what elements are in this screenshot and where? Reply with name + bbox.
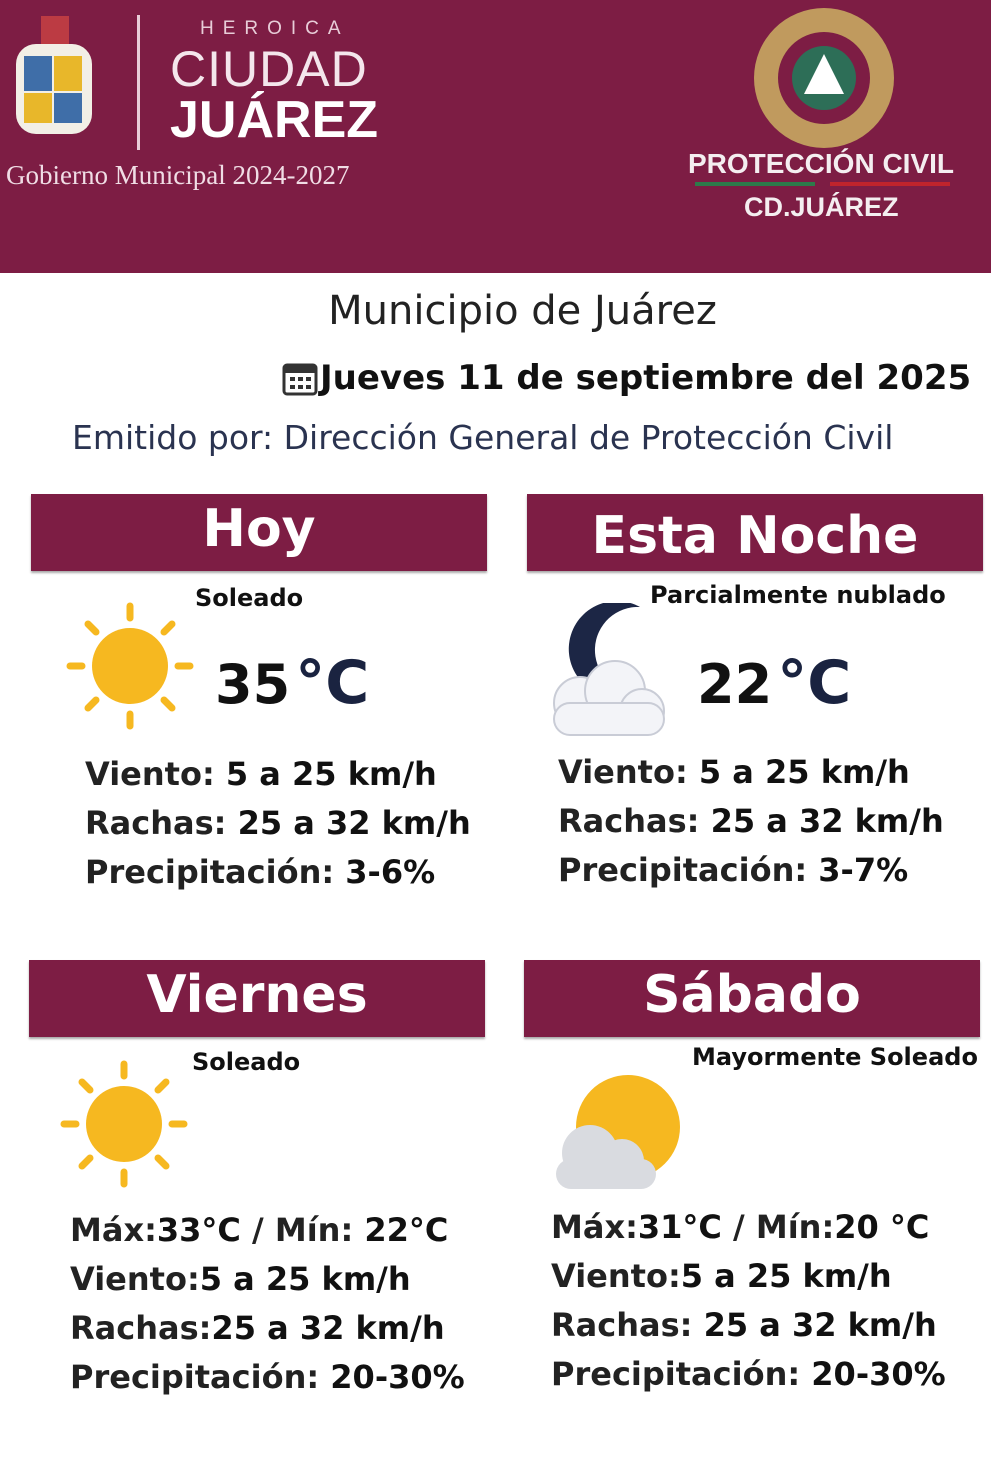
label: Máx: — [70, 1211, 157, 1249]
precip-value: 20-30% — [811, 1355, 946, 1393]
label: Rachas: — [551, 1306, 693, 1344]
coat-of-arms-logo — [16, 16, 92, 134]
wind-value: 5 a 25 km/h — [199, 1260, 411, 1298]
label: Precipitación: — [70, 1358, 320, 1396]
min-value: 22°C — [364, 1211, 449, 1249]
date-line: Jueves 11 de septiembre del 2025 — [282, 358, 971, 398]
temp-unit: °C — [777, 648, 852, 718]
juarez-text: JUÁREZ — [170, 91, 379, 149]
details-sabado: Máx:31°C / Mín:20 °C Viento:5 a 25 km/h … — [551, 1203, 946, 1399]
details-hoy: Viento: 5 a 25 km/h Rachas: 25 a 32 km/h… — [85, 750, 471, 897]
temp-esta-noche: 22 °C — [697, 648, 851, 718]
condition-esta-noche: Parcialmente nublado — [650, 581, 946, 609]
min-value: 20 °C — [834, 1208, 930, 1246]
ciudad-text: CIUDAD — [170, 41, 368, 97]
label: Rachas: — [85, 804, 227, 842]
wind-value: 5 a 25 km/h — [698, 753, 910, 791]
temp-value: 22 — [697, 653, 773, 716]
wind-value: 5 a 25 km/h — [680, 1257, 892, 1295]
temp-hoy: 35 °C — [215, 648, 369, 718]
precip-value: 3-6% — [345, 853, 436, 891]
date-text: Jueves 11 de septiembre del 2025 — [320, 358, 972, 398]
label: Máx: — [551, 1208, 638, 1246]
label: Precipitación: — [551, 1355, 801, 1393]
max-value: 33°C — [156, 1211, 241, 1249]
red-stripe — [830, 182, 950, 186]
label: Viento: — [70, 1260, 200, 1298]
moon-cloud-icon — [553, 603, 665, 736]
label: Viento: — [85, 755, 215, 793]
page-title: Municipio de Juárez — [328, 288, 717, 334]
label: Viento: — [551, 1257, 681, 1295]
condition-hoy: Soleado — [195, 584, 304, 612]
label: Rachas: — [70, 1309, 212, 1347]
proteccion-civil-text: PROTECCIÓN CIVIL — [688, 148, 955, 179]
label: Precipitación: — [85, 853, 335, 891]
green-stripe — [695, 182, 815, 186]
cd-juarez-text: CD.JUÁREZ — [744, 192, 899, 222]
temp-value: 35 — [215, 653, 291, 716]
temp-unit: °C — [295, 648, 370, 718]
label: / Mín: — [721, 1208, 835, 1246]
divider — [137, 15, 140, 150]
wind-value: 5 a 25 km/h — [225, 755, 437, 793]
details-esta-noche: Viento: 5 a 25 km/h Rachas: 25 a 32 km/h… — [558, 748, 944, 895]
gust-value: 25 a 32 km/h — [710, 802, 944, 840]
sun-icon — [66, 602, 194, 730]
banner-viernes: Viernes — [29, 960, 485, 1037]
details-viernes: Máx:33°C / Mín: 22°C Viento:5 a 25 km/h … — [70, 1206, 465, 1402]
heroica-text: HEROICA — [200, 18, 350, 39]
proteccion-civil-logo — [754, 8, 894, 148]
sun-icon — [60, 1060, 188, 1188]
label: Viento: — [558, 753, 688, 791]
condition-viernes: Soleado — [192, 1048, 301, 1076]
banner-hoy: Hoy — [31, 494, 487, 571]
gust-value: 25 a 32 km/h — [237, 804, 471, 842]
header-banner: HEROICA CIUDAD JUÁREZ Gobierno Municipal… — [0, 0, 991, 273]
calendar-icon — [282, 363, 318, 396]
label: Rachas: — [558, 802, 700, 840]
label: / Mín: — [240, 1211, 354, 1249]
banner-sabado: Sábado — [524, 960, 980, 1037]
label: Precipitación: — [558, 851, 808, 889]
sun-cloud-icon — [556, 1075, 680, 1189]
precip-value: 3-7% — [818, 851, 909, 889]
gobierno-text: Gobierno Municipal 2024-2027 — [6, 160, 350, 190]
max-value: 31°C — [637, 1208, 722, 1246]
gust-value: 25 a 32 km/h — [211, 1309, 445, 1347]
gust-value: 25 a 32 km/h — [703, 1306, 937, 1344]
issued-by: Emitido por: Dirección General de Protec… — [72, 418, 894, 457]
precip-value: 20-30% — [330, 1358, 465, 1396]
banner-esta-noche: Esta Noche — [527, 494, 983, 571]
condition-sabado: Mayormente Soleado — [692, 1043, 978, 1071]
